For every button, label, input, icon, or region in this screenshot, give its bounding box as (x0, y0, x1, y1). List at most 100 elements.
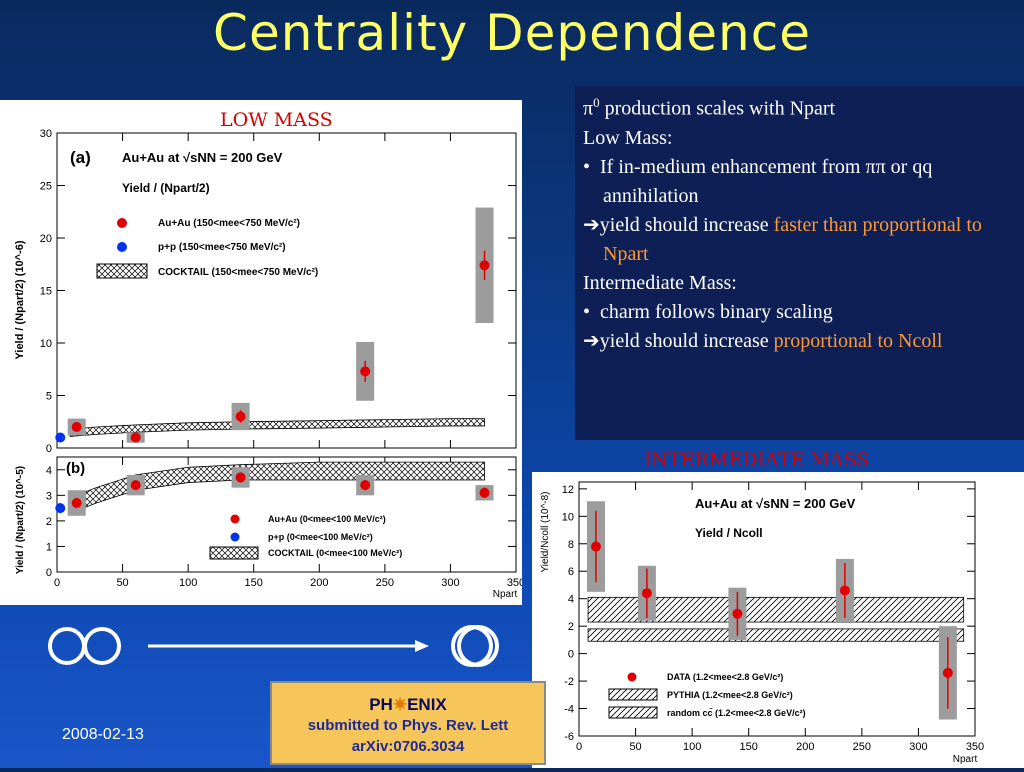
y-tick-label: 10 (40, 338, 52, 350)
y-tick-label: -6 (564, 731, 574, 743)
legend-entry: Au+Au (150<mee<750 MeV/c²) (158, 218, 300, 229)
data-point (732, 608, 743, 619)
y-tick-label: 30 (40, 128, 52, 140)
system-label: Au+Au at √sNN = 200 GeV (695, 496, 856, 511)
y-axis-label: Yield/Ncoll (10^-8) (540, 491, 551, 572)
data-point (839, 585, 850, 596)
random-ccbar-band (587, 628, 965, 642)
data-point (360, 480, 371, 491)
plot-frame (56, 456, 517, 573)
data-point (590, 541, 601, 552)
x-tick-label: 0 (54, 577, 60, 589)
bullet-pi0: π0 production scales with Npart (583, 95, 836, 120)
x-tick-label: 250 (376, 577, 394, 589)
intermediate-mass-plot: -6 -4 -2 0 2 4 6 8 10 12 0 50 100 150 200 250 300 350 Au+A… (540, 481, 984, 765)
low-mass-title: LOW MASS (220, 109, 333, 131)
legend-marker (230, 514, 240, 524)
yield-label: Yield / (Npart/2) (122, 181, 210, 195)
data-point (55, 503, 66, 514)
intermediate-mass-figure: -6 -4 -2 0 2 4 6 8 10 12 0 50 100 150 200 250 300 350 Au+A… (532, 472, 1024, 768)
x-tick-label: 300 (909, 741, 927, 753)
y-tick-label: 4 (568, 594, 574, 606)
legend-marker (627, 672, 637, 682)
legend-swatch (209, 546, 259, 560)
legend-swatch (608, 688, 658, 701)
phenix-logo: PH✷ENIX (369, 695, 447, 714)
panel-b-label: (b) (66, 460, 85, 477)
y-tick-label: 1 (46, 541, 52, 553)
legend-entry: PYTHIA (1.2<mee<2.8 GeV/c²) (667, 690, 793, 700)
legend-entry: random cc̄ (1.2<mee<2.8 GeV/c²) (667, 708, 806, 718)
data-point (479, 487, 490, 498)
y-tick-label: 6 (568, 566, 574, 578)
x-tick-label: 100 (179, 577, 197, 589)
system-label: Au+Au at √sNN = 200 GeV (122, 150, 283, 165)
x-axis-label: Npart (493, 589, 518, 600)
low-mass-figure: LOW MASS 0 5 10 15 20 25 30 0 1 2 3 4 0 50 100 150 200 25… (0, 100, 525, 605)
data-point (130, 480, 141, 491)
slide-date: 2008-02-13 (62, 726, 144, 743)
legend-entry: Au+Au (0<mee<100 MeV/c²) (268, 514, 386, 524)
legend-entry: COCKTAIL (150<mee<750 MeV/c²) (158, 267, 318, 278)
yield-label: Yield / Ncoll (695, 526, 763, 540)
y-tick-label: 8 (568, 539, 574, 551)
legend-entry: p+p (150<mee<750 MeV/c²) (158, 242, 286, 253)
y-tick-label: 5 (46, 391, 52, 403)
y-tick-label: 0 (46, 567, 52, 579)
x-tick-label: 350 (966, 741, 984, 753)
submitted-text: submitted to Phys. Rev. Lett (307, 717, 509, 734)
legend-entry: p+p (0<mee<100 MeV/c²) (268, 532, 373, 542)
y-tick-label: 0 (568, 649, 574, 661)
x-tick-label: 200 (310, 577, 328, 589)
y-tick-label: 2 (568, 621, 574, 633)
data-point (360, 366, 371, 377)
data-point (641, 588, 652, 599)
low-mass-plot: 05101520253001234050100150200250300350(a… (14, 128, 525, 600)
intermediate-mass-heading: Intermediate Mass: (583, 271, 737, 294)
x-tick-label: 50 (629, 741, 641, 753)
y-tick-label: 10 (562, 511, 574, 523)
legend-marker (117, 242, 127, 252)
y-tick-label: 12 (562, 484, 574, 496)
y-tick-label: 4 (46, 465, 52, 477)
legend-entry: COCKTAIL (0<mee<100 MeV/c²) (268, 548, 402, 558)
legend-marker (117, 218, 127, 228)
bullet-list: π0 production scales with Npart Low Mass… (583, 88, 1013, 356)
collision-rings-icon (48, 625, 499, 667)
x-axis-label: Npart (953, 754, 978, 765)
x-tick-label: 250 (853, 741, 871, 753)
legend-swatch (608, 706, 658, 719)
panel-a-label: (a) (70, 148, 91, 167)
x-tick-label: 0 (576, 741, 582, 753)
x-tick-label: 100 (683, 741, 701, 753)
data-point (55, 432, 66, 443)
arxiv-text: arXiv:0706.3034 (351, 738, 465, 755)
intermediate-mass-title: INTERMEDIATE MASS (644, 449, 870, 471)
x-tick-label: 150 (740, 741, 758, 753)
arrow-intermediate-mass: ➔yield should increase proportional to N… (583, 329, 943, 352)
y-axis-label: Yield / (Npart/2) (10^-5) (15, 466, 26, 574)
x-tick-label: 350 (507, 577, 522, 589)
data-point (71, 498, 82, 508)
bullet-low-mass: • If in-medium enhancement from ππ or qq… (583, 155, 933, 207)
legend-entry: DATA (1.2<mee<2.8 GeV/c²) (667, 672, 783, 682)
plot-frame (578, 481, 976, 737)
x-tick-label: 200 (796, 741, 814, 753)
y-tick-label: 3 (46, 490, 52, 502)
y-axis-label: Yield / (Npart/2) (10^-6) (14, 240, 26, 359)
legend-marker (230, 532, 240, 542)
legend-swatch (96, 263, 148, 279)
data-point (235, 411, 246, 422)
x-tick-label: 300 (441, 577, 459, 589)
data-point (942, 667, 953, 678)
data-point (71, 422, 82, 432)
text-box (575, 86, 1024, 440)
x-tick-label: 50 (116, 577, 128, 589)
y-tick-label: 20 (40, 233, 52, 245)
bullet-charm: • charm follows binary scaling (583, 300, 833, 323)
y-tick-label: 15 (40, 286, 52, 298)
y-tick-label: -4 (564, 704, 574, 716)
y-tick-label: -2 (564, 676, 574, 688)
arrow-low-mass: ➔yield should increase faster than propo… (583, 213, 982, 265)
y-tick-label: 25 (40, 181, 52, 193)
